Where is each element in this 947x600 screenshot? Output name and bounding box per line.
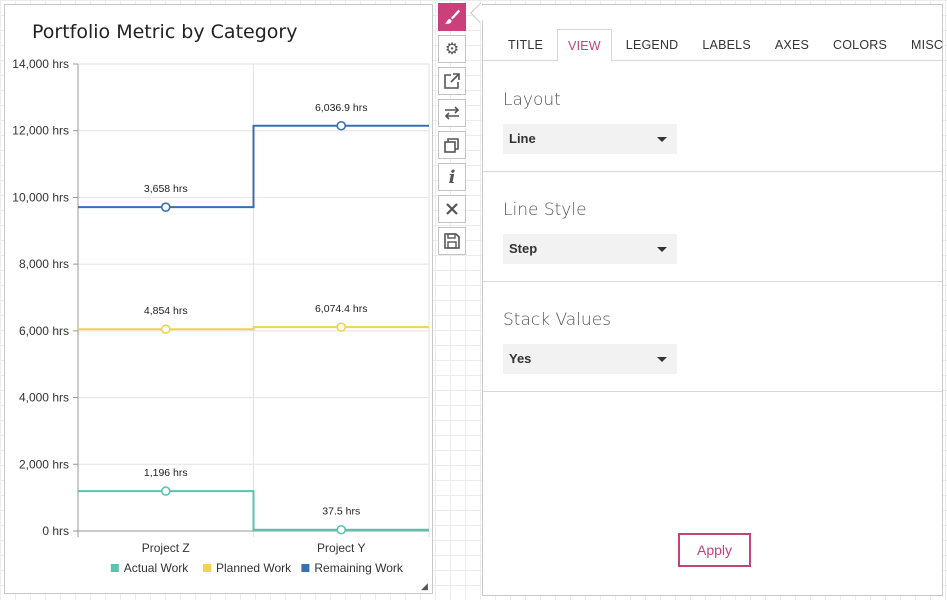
chart-plot: 0 hrs 2,000 hrs 4,000 hrs 6,000 hrs 8,000 hr… [12, 57, 430, 575]
chart-toolbar: ⚙ i [438, 3, 466, 259]
legend-item: Actual Work [124, 561, 189, 575]
close-icon [446, 203, 458, 215]
settings-button[interactable]: ⚙ [438, 35, 466, 63]
legend-swatch [203, 564, 211, 572]
series-line [78, 326, 429, 331]
legend-swatch [301, 564, 310, 572]
y-tick-label: 14,000 hrs [12, 57, 69, 71]
tab-colors[interactable]: COLORS [833, 38, 888, 52]
line-style-section: Line Style Step [483, 172, 942, 282]
popout-icon [444, 73, 460, 89]
data-label: 6,074.4 hrs [315, 303, 368, 315]
y-tick-label: 8,000 hrs [19, 257, 69, 271]
chart-title: Portfolio Metric by Category [32, 21, 298, 43]
legend-swatch [110, 564, 119, 572]
stack-values-value: Yes [509, 351, 532, 366]
y-tick-label: 6,000 hrs [19, 324, 69, 338]
layout-section: Layout Line [483, 62, 942, 172]
stack-values-select[interactable]: Yes [503, 344, 677, 374]
data-point [336, 322, 347, 332]
copy-icon [444, 138, 459, 153]
x-tick-label: Project Y [317, 541, 365, 555]
data-label: 37.5 hrs [322, 506, 360, 518]
layout-label: Layout [503, 90, 561, 110]
info-button[interactable]: i [438, 163, 466, 191]
paintbrush-icon [445, 9, 460, 24]
settings-tabs: TITLE VIEW LEGEND LABELS AXES COLORS MIS… [483, 29, 943, 62]
line-style-value: Step [509, 241, 538, 256]
x-tick-label: Project Z [142, 541, 190, 555]
popout-button[interactable] [438, 67, 466, 95]
info-icon: i [448, 166, 456, 188]
close-button[interactable] [438, 195, 466, 223]
chevron-down-icon [657, 247, 667, 252]
data-point [160, 486, 171, 496]
data-label: 4,854 hrs [144, 305, 188, 317]
data-label: 1,196 hrs [144, 467, 188, 479]
data-point [336, 524, 347, 535]
chevron-down-icon [657, 357, 667, 362]
y-tick-label: 10,000 hrs [12, 190, 69, 204]
settings-panel: TITLE VIEW LEGEND LABELS AXES COLORS MIS… [482, 4, 943, 596]
y-tick-label: 2,000 hrs [19, 457, 69, 471]
save-button[interactable] [438, 227, 466, 255]
tab-misc[interactable]: MISC [911, 38, 944, 52]
stack-values-section: Stack Values Yes [483, 282, 942, 392]
swap-button[interactable] [438, 99, 466, 127]
data-point [160, 324, 171, 334]
series-line [78, 490, 429, 531]
stack-values-label: Stack Values [503, 310, 612, 330]
line-style-label: Line Style [503, 200, 587, 220]
data-label: 3,658 hrs [144, 183, 188, 195]
legend-item: Remaining Work [314, 561, 403, 575]
tab-legend[interactable]: LEGEND [625, 38, 679, 52]
tab-title[interactable]: TITLE [508, 38, 544, 52]
apply-button[interactable]: Apply [678, 533, 751, 567]
data-point [160, 202, 171, 212]
copy-button[interactable] [438, 131, 466, 159]
tab-labels[interactable]: LABELS [702, 38, 751, 52]
gear-icon: ⚙ [444, 41, 460, 58]
chart-card: Portfolio Metric by Category 0 hrs 2,000 … [4, 4, 433, 594]
data-label: 6,036.9 hrs [315, 102, 368, 114]
data-point [336, 120, 347, 131]
tab-view[interactable]: VIEW [557, 29, 612, 62]
tab-axes[interactable]: AXES [774, 38, 810, 52]
y-tick-label: 4,000 hrs [19, 391, 69, 405]
paintbrush-button[interactable] [438, 3, 466, 31]
chevron-down-icon [657, 137, 667, 142]
resize-grip-icon[interactable]: ◢ [421, 581, 428, 591]
series-line [78, 124, 429, 209]
layout-select[interactable]: Line [503, 124, 677, 154]
y-tick-label: 0 hrs [42, 524, 69, 538]
save-icon [444, 233, 460, 249]
layout-value: Line [509, 131, 536, 146]
y-tick-label: 12,000 hrs [12, 124, 69, 138]
line-style-select[interactable]: Step [503, 234, 677, 264]
swap-icon [444, 106, 460, 120]
legend-item: Planned Work [216, 561, 292, 575]
